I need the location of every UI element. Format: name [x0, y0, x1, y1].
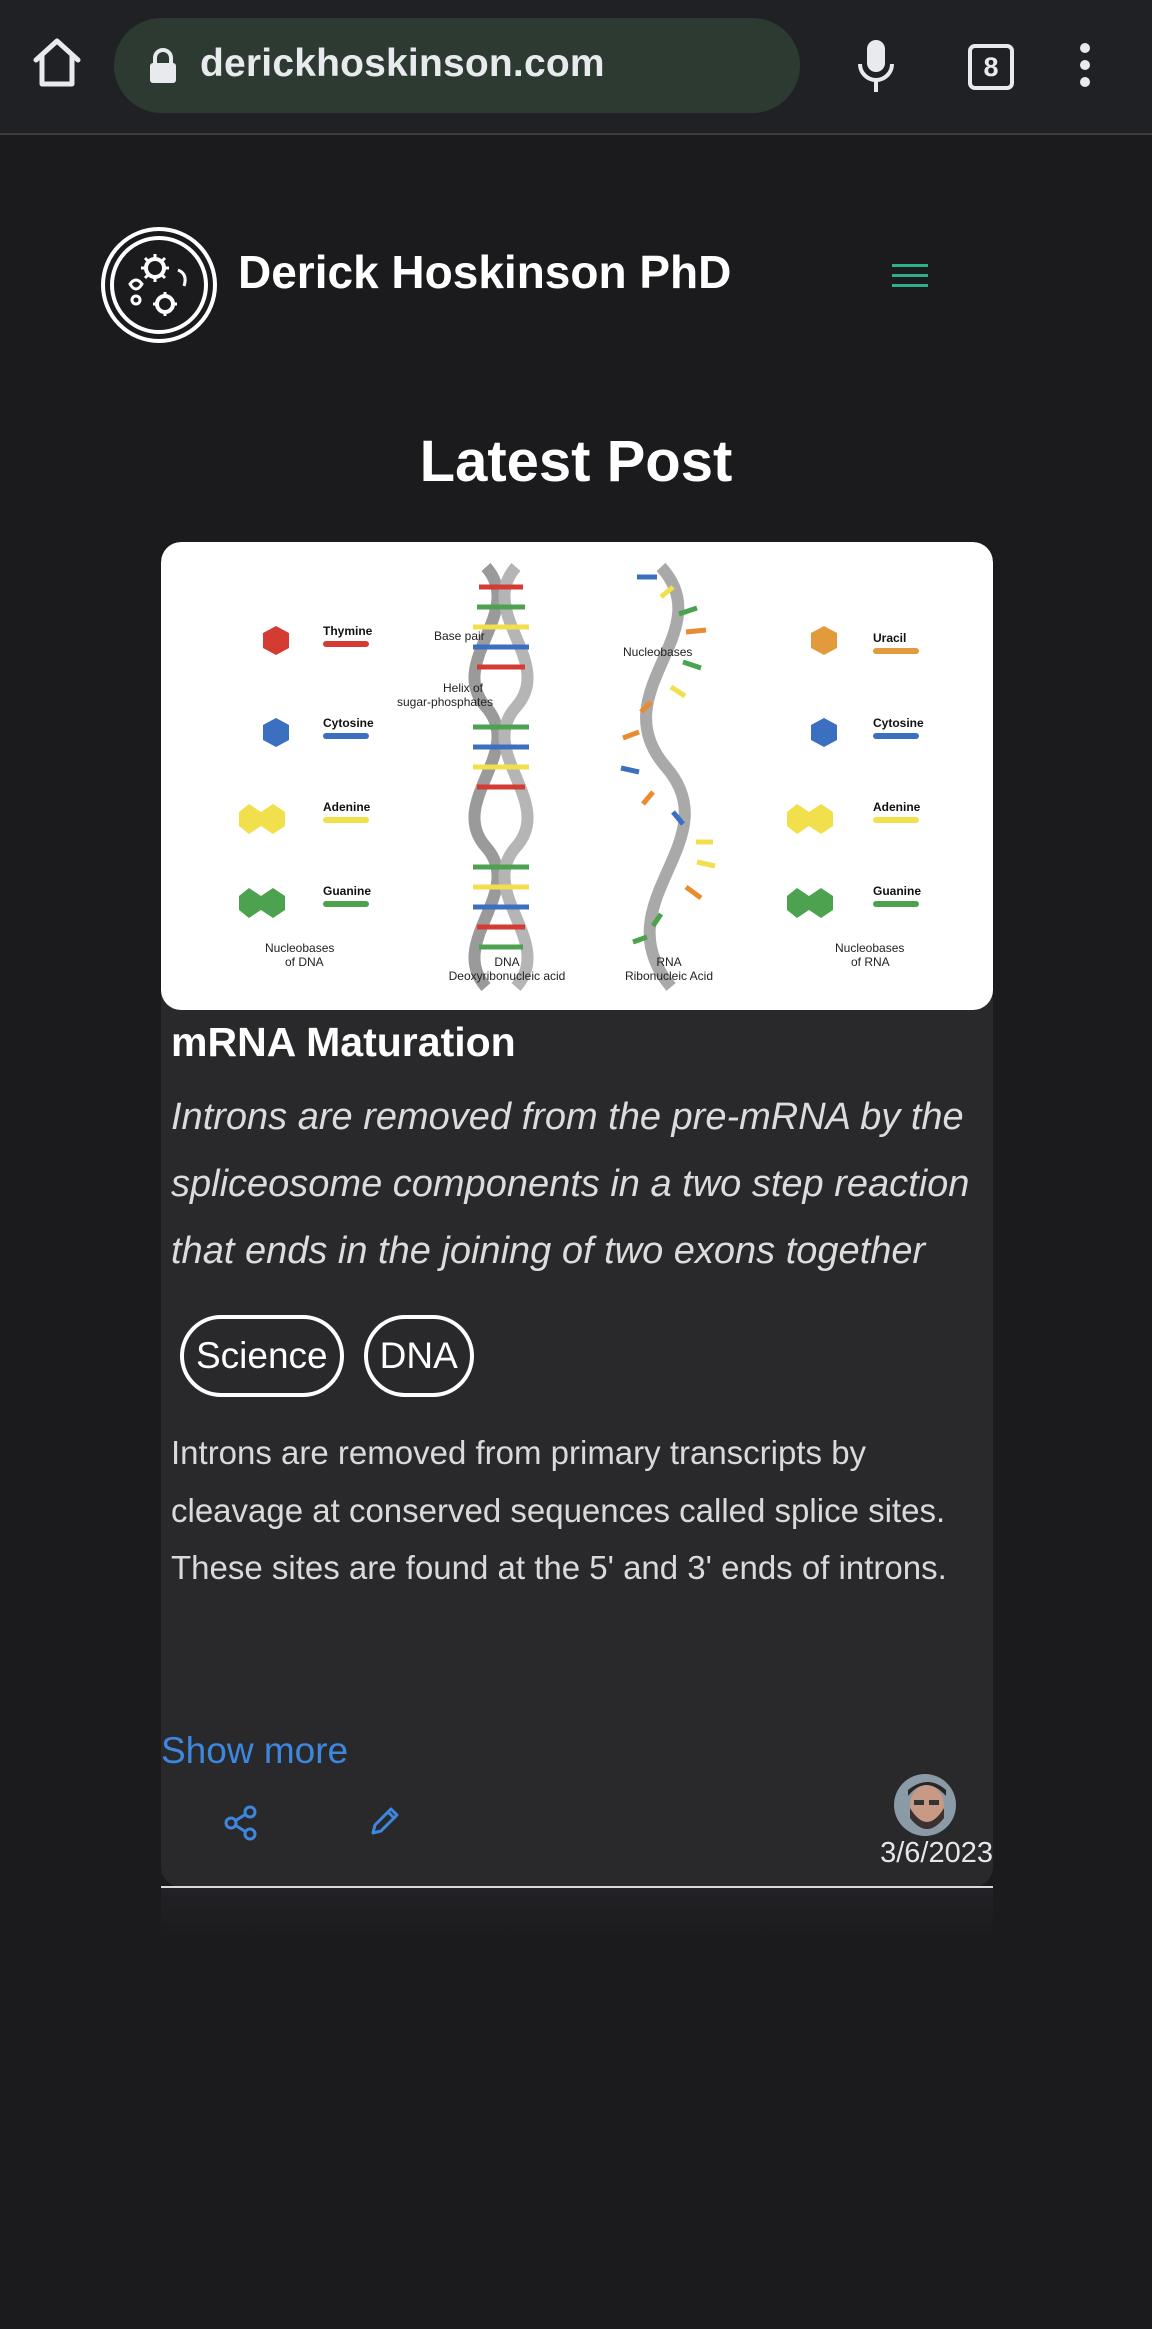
adenine-label-dna: Adenine	[323, 800, 371, 814]
tab-switcher-button[interactable]: 8	[968, 44, 1014, 90]
thymine-label: Thymine	[323, 624, 373, 638]
base-pair-label: Base pair	[434, 629, 485, 643]
lock-icon	[150, 48, 176, 83]
nucleobases-dna-caption-2: of DNA	[285, 955, 324, 969]
site-title[interactable]: Derick Hoskinson PhD	[238, 246, 732, 298]
post-excerpt: Introns are removed from the pre-mRNA by…	[171, 1096, 970, 1272]
helix-label: Helix of	[443, 681, 484, 695]
helix-label-2: sugar-phosphates	[397, 695, 493, 709]
pencil-icon[interactable]	[369, 1805, 401, 1837]
address-bar[interactable]: derickhoskinson.com	[114, 18, 800, 113]
nucleobases-rna-caption-2: of RNA	[851, 955, 890, 969]
home-icon[interactable]	[28, 34, 86, 92]
post-body-preview: Introns are removed from primary transcr…	[171, 1434, 947, 1581]
dna-rna-illustration: .lbl { font-family:"Liberation Sans", sa…	[239, 562, 924, 991]
mic-icon[interactable]	[856, 38, 896, 94]
cytosine-label-dna: Cytosine	[323, 716, 374, 730]
url-text: derickhoskinson.com	[200, 42, 605, 85]
post-card[interactable]: .lbl { font-family:"Liberation Sans", sa…	[161, 542, 993, 1887]
adenine-label-rna: Adenine	[873, 800, 921, 814]
card-divider	[161, 1886, 993, 1888]
share-icon[interactable]	[223, 1805, 259, 1841]
cytosine-label-rna: Cytosine	[873, 716, 924, 730]
rna-full-caption: Ribonucleic Acid	[625, 969, 713, 983]
post-title[interactable]: mRNA Maturation	[171, 1019, 516, 1065]
tag-science[interactable]: Science	[180, 1315, 344, 1397]
post-date: 3/6/2023	[880, 1837, 993, 1869]
site-logo[interactable]	[100, 226, 218, 344]
post-tags: Science DNA	[180, 1315, 474, 1397]
show-more-link[interactable]: Show more	[161, 1730, 349, 1771]
dna-full-caption: Deoxyribonucleic acid	[449, 969, 566, 983]
uracil-label: Uracil	[873, 631, 906, 645]
nucleobases-rna-caption: Nucleobases	[835, 941, 904, 955]
nucleobases-label: Nucleobases	[623, 645, 692, 659]
guanine-label-rna: Guanine	[873, 884, 921, 898]
guanine-label-dna: Guanine	[323, 884, 371, 898]
post-hero-image[interactable]: .lbl { font-family:"Liberation Sans", sa…	[161, 542, 993, 1010]
section-title: Latest Post	[419, 429, 733, 494]
more-vert-icon[interactable]	[1074, 42, 1096, 88]
hamburger-icon[interactable]	[892, 264, 928, 288]
rna-caption: RNA	[656, 955, 681, 969]
tag-dna[interactable]: DNA	[363, 1315, 474, 1397]
card-shadow	[161, 1888, 993, 1936]
author-avatar[interactable]	[894, 1774, 956, 1836]
browser-toolbar: derickhoskinson.com 8	[0, 0, 1152, 135]
nucleobases-dna-caption: Nucleobases	[265, 941, 334, 955]
dna-caption: DNA	[494, 955, 519, 969]
